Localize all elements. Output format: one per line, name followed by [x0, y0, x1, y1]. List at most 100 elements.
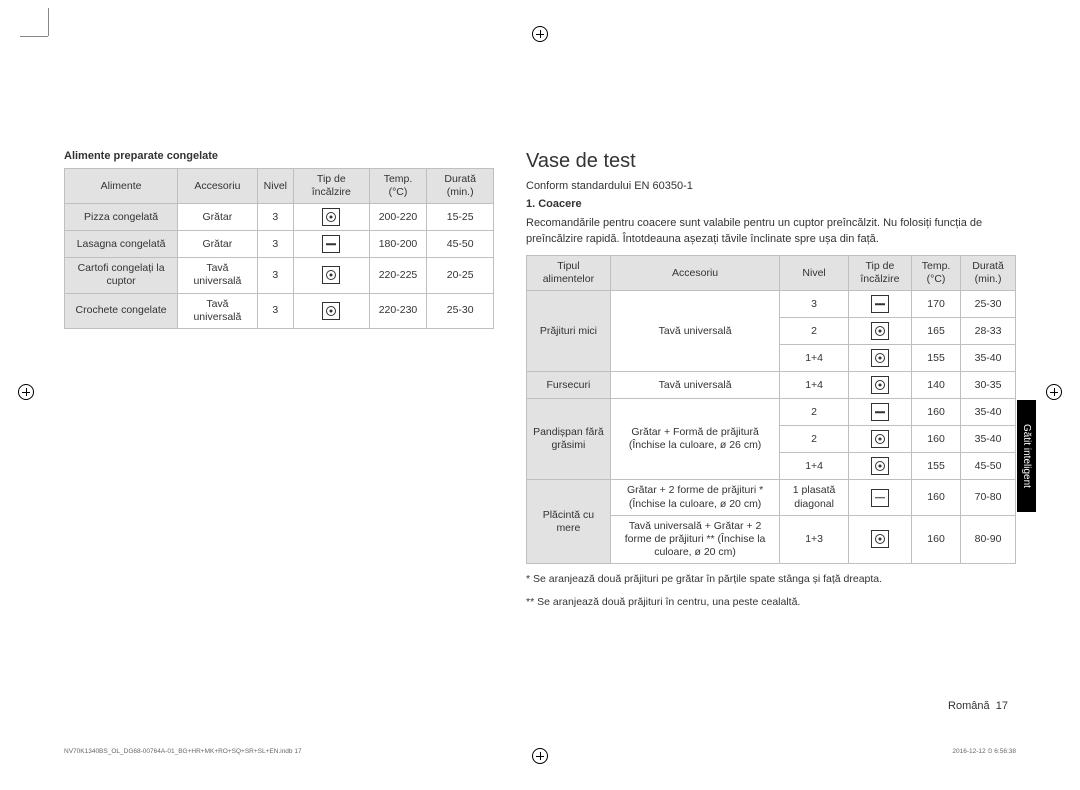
- standard-text: Conform standardului EN 60350-1: [526, 179, 1016, 194]
- cell-duration: 15-25: [427, 204, 494, 231]
- heat-fan-icon: [871, 349, 889, 367]
- cell-food: Pandișpan fără grăsimi: [527, 399, 611, 480]
- cell-level: 3: [257, 258, 293, 293]
- cell-duration: 35-40: [961, 426, 1016, 453]
- cell-heat-icon: [848, 291, 911, 318]
- cell-level: 1+4: [780, 453, 849, 480]
- heat-fan-icon: [871, 376, 889, 394]
- cell-duration: 30-35: [961, 372, 1016, 399]
- cell-duration: 28-33: [961, 318, 1016, 345]
- cell-food: Lasagna congelată: [65, 231, 178, 258]
- cell-level: 3: [257, 204, 293, 231]
- footnote-1: * Se aranjează două prăjituri pe grătar …: [526, 572, 1016, 587]
- cell-heat-icon: [848, 426, 911, 453]
- col-accessory: Accesoriu: [178, 169, 258, 204]
- table-row: Plăcintă cu mereGrătar + 2 forme de prăj…: [527, 480, 1016, 515]
- cell-heat-icon: [848, 480, 911, 515]
- heat-fan-icon: [871, 430, 889, 448]
- heat-line-icon: [322, 235, 340, 253]
- table-row: Lasagna congelatăGrătar3180-20045-50: [65, 231, 494, 258]
- table-row: Pizza congelatăGrătar3200-22015-25: [65, 204, 494, 231]
- cell-accessory: Grătar + Formă de prăjitură (Închise la …: [610, 399, 780, 480]
- registration-mark: [18, 384, 34, 400]
- heat-line-icon: [871, 489, 889, 507]
- footer-page-num: 17: [996, 700, 1008, 712]
- cell-level: 2: [780, 318, 849, 345]
- table-header-row: Alimente Accesoriu Nivel Tip de încălzir…: [65, 169, 494, 204]
- cell-accessory: Grătar + 2 forme de prăjituri * (Închise…: [610, 480, 780, 515]
- cell-food: Crochete congelate: [65, 293, 178, 328]
- cell-level: 3: [780, 291, 849, 318]
- cell-temp: 160: [911, 515, 960, 563]
- sub-heading: 1. Coacere: [526, 198, 1016, 210]
- table-row: Prăjituri miciTavă universală317025-30: [527, 291, 1016, 318]
- cell-heat-icon: [848, 399, 911, 426]
- cell-accessory: Grătar: [178, 204, 258, 231]
- cell-level: 1+3: [780, 515, 849, 563]
- col-accessory: Accesoriu: [610, 256, 780, 291]
- intro-text: Recomandările pentru coacere sunt valabi…: [526, 216, 1016, 247]
- cell-level: 3: [257, 293, 293, 328]
- registration-mark: [1046, 384, 1062, 400]
- heat-line-icon: [871, 295, 889, 313]
- registration-mark: [532, 26, 548, 42]
- footer-lang: Română: [948, 700, 990, 712]
- footer-file: NV70K1340BS_OL_DG68-00764A-01_BG+HR+MK+R…: [64, 748, 302, 756]
- cell-food: Cartofi congelați la cuptor: [65, 258, 178, 293]
- table-row: Pandișpan fără grăsimiGrătar + Formă de …: [527, 399, 1016, 426]
- crop-mark: [48, 8, 49, 36]
- cell-temp: 155: [911, 345, 960, 372]
- footer-date: 2016-12-12 ⏲ 6:56:38: [952, 748, 1016, 756]
- cell-temp: 200-220: [369, 204, 427, 231]
- cell-temp: 165: [911, 318, 960, 345]
- table-header-row: Tipul alimentelor Accesoriu Nivel Tip de…: [527, 256, 1016, 291]
- cell-accessory: Tavă universală + Grătar + 2 forme de pr…: [610, 515, 780, 563]
- cell-duration: 70-80: [961, 480, 1016, 515]
- cell-level: 1+4: [780, 372, 849, 399]
- col-duration: Durată (min.): [961, 256, 1016, 291]
- cell-temp: 220-230: [369, 293, 427, 328]
- cell-accessory: Tavă universală: [178, 258, 258, 293]
- cell-temp: 160: [911, 480, 960, 515]
- cell-accessory: Tavă universală: [178, 293, 258, 328]
- cell-duration: 45-50: [427, 231, 494, 258]
- cell-duration: 25-30: [427, 293, 494, 328]
- col-heat-type: Tip de încălzire: [294, 169, 370, 204]
- table-row: Cartofi congelați la cuptorTavă universa…: [65, 258, 494, 293]
- cell-heat-icon: [848, 318, 911, 345]
- cell-level: 3: [257, 231, 293, 258]
- col-temp: Temp. (°C): [911, 256, 960, 291]
- cell-heat-icon: [294, 258, 370, 293]
- cell-level: 2: [780, 399, 849, 426]
- page-footer: Română 17: [948, 700, 1008, 712]
- cell-heat-icon: [294, 231, 370, 258]
- cell-level: 1 plasată diagonal: [780, 480, 849, 515]
- cell-temp: 160: [911, 399, 960, 426]
- left-heading: Alimente preparate congelate: [64, 150, 494, 162]
- heat-fan-icon: [871, 322, 889, 340]
- cell-accessory: Tavă universală: [610, 291, 780, 372]
- table-row: Crochete congelateTavă universală3 220-23…: [65, 293, 494, 328]
- cell-heat-icon: [848, 345, 911, 372]
- cell-food: Plăcintă cu mere: [527, 480, 611, 564]
- cell-heat-icon: [294, 293, 370, 328]
- frozen-foods-table: Alimente Accesoriu Nivel Tip de încălzir…: [64, 168, 494, 329]
- cell-food: Prăjituri mici: [527, 291, 611, 372]
- cell-temp: 180-200: [369, 231, 427, 258]
- test-dishes-table: Tipul alimentelor Accesoriu Nivel Tip de…: [526, 255, 1016, 564]
- right-title: Vase de test: [526, 150, 1016, 173]
- side-tab: Gătit inteligent: [1017, 400, 1036, 512]
- cell-heat-icon: [294, 204, 370, 231]
- table-row: FursecuriTavă universală1+414030-35: [527, 372, 1016, 399]
- col-temp: Temp. (°C): [369, 169, 427, 204]
- left-column: Alimente preparate congelate Alimente Ac…: [64, 150, 494, 609]
- col-level: Nivel: [780, 256, 849, 291]
- col-food-type: Tipul alimentelor: [527, 256, 611, 291]
- col-food: Alimente: [65, 169, 178, 204]
- cell-heat-icon: [848, 453, 911, 480]
- cell-level: 2: [780, 426, 849, 453]
- heat-fan-icon: [322, 302, 340, 320]
- cell-duration: 80-90: [961, 515, 1016, 563]
- footer-meta: NV70K1340BS_OL_DG68-00764A-01_BG+HR+MK+R…: [64, 748, 1016, 756]
- heat-line-icon: [871, 403, 889, 421]
